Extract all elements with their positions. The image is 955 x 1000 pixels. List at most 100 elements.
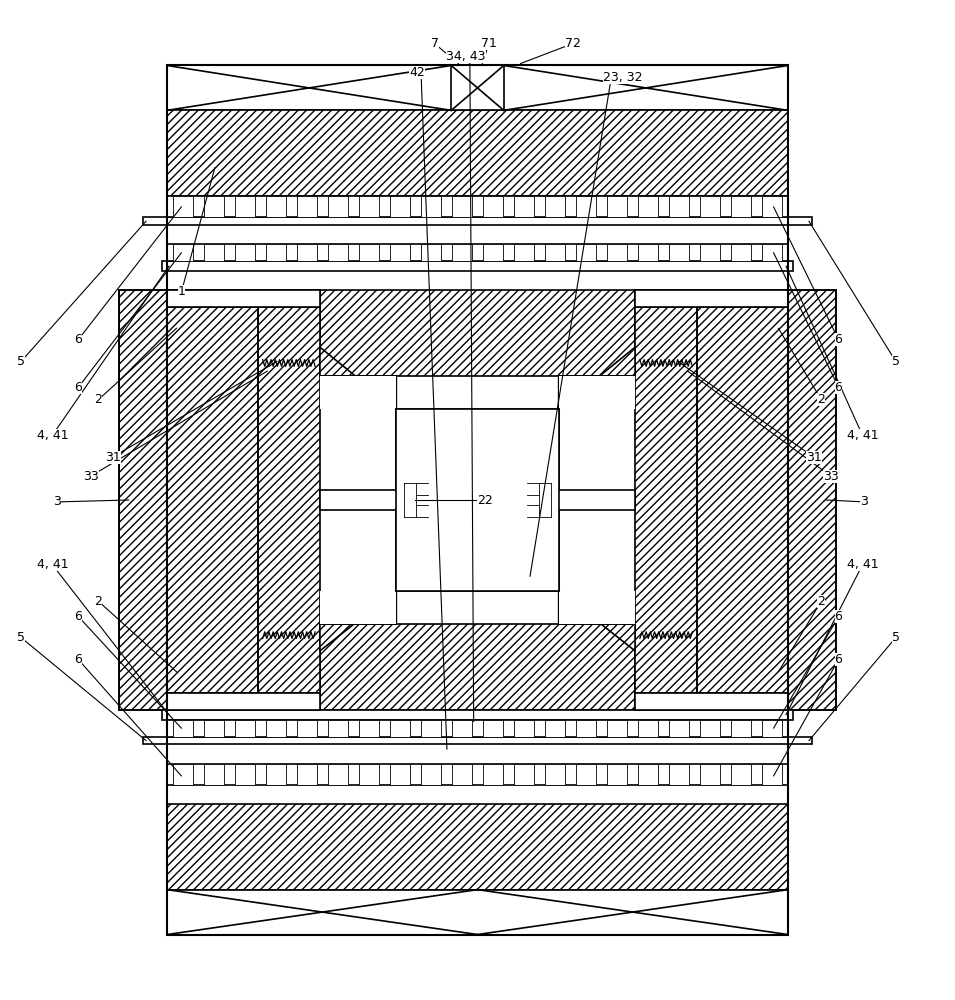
Bar [320, 290, 635, 376]
Bar [235, 764, 255, 785]
Bar [203, 244, 223, 261]
Bar [514, 720, 534, 737]
Bar [732, 720, 752, 737]
Text: 1: 1 [178, 285, 185, 298]
Bar [359, 720, 379, 737]
Bar [700, 720, 720, 737]
Bar [167, 244, 788, 261]
Bar [328, 244, 348, 261]
Text: 2: 2 [817, 393, 825, 406]
Bar [421, 720, 441, 737]
Text: 6: 6 [74, 381, 82, 394]
Text: 5: 5 [17, 355, 25, 368]
Bar [320, 591, 396, 624]
Bar [452, 720, 472, 737]
Bar [732, 244, 752, 261]
Bar [483, 764, 503, 785]
Text: 4, 41: 4, 41 [36, 558, 69, 571]
Text: 4, 41: 4, 41 [846, 429, 879, 442]
Bar [143, 737, 812, 744]
Text: 5: 5 [892, 355, 900, 368]
Bar [297, 720, 317, 737]
Bar [607, 244, 627, 261]
Bar [390, 720, 410, 737]
Bar [167, 720, 788, 737]
Bar [697, 290, 836, 710]
Bar [173, 764, 193, 785]
Bar [700, 764, 720, 785]
Bar [700, 244, 720, 261]
Bar [265, 244, 286, 261]
Text: 6: 6 [74, 653, 82, 666]
Bar [669, 720, 690, 737]
Bar [173, 720, 193, 737]
Bar [320, 591, 396, 624]
Text: 5: 5 [17, 631, 25, 644]
Text: 42: 42 [410, 66, 425, 79]
Text: 4, 41: 4, 41 [36, 429, 69, 442]
Bar [396, 409, 559, 591]
Bar [576, 720, 596, 737]
Text: 6: 6 [835, 333, 842, 346]
Bar [297, 764, 317, 785]
Polygon shape [320, 347, 396, 409]
Bar [559, 591, 635, 624]
Bar [265, 196, 286, 217]
Bar [320, 624, 635, 710]
Text: 72: 72 [565, 37, 581, 50]
Bar [545, 196, 565, 217]
Bar [167, 890, 788, 935]
Bar [162, 710, 793, 720]
Text: 71: 71 [481, 37, 497, 50]
Bar [559, 376, 635, 409]
Bar [483, 720, 503, 737]
Bar [452, 244, 472, 261]
Text: 23, 32: 23, 32 [603, 71, 643, 84]
Bar [328, 764, 348, 785]
Text: 2: 2 [95, 393, 102, 406]
Bar [320, 490, 635, 510]
Bar [576, 196, 596, 217]
Bar [265, 764, 286, 785]
Bar [203, 764, 223, 785]
Bar [258, 290, 320, 710]
Bar [669, 196, 690, 217]
Bar [545, 764, 565, 785]
Text: 3: 3 [53, 495, 61, 508]
Bar [328, 196, 348, 217]
Text: 6: 6 [74, 333, 82, 346]
Bar [545, 720, 565, 737]
Bar [396, 409, 559, 591]
Text: 31: 31 [806, 451, 821, 464]
Bar [167, 764, 788, 785]
Text: 22: 22 [478, 494, 493, 507]
Bar [514, 244, 534, 261]
Bar [167, 290, 320, 307]
Bar [638, 764, 658, 785]
Bar [421, 244, 441, 261]
Polygon shape [119, 290, 320, 710]
Bar [452, 764, 472, 785]
Bar [762, 720, 782, 737]
Bar [607, 764, 627, 785]
Bar [203, 196, 223, 217]
Bar [635, 290, 788, 307]
Bar [119, 290, 258, 710]
Bar [638, 196, 658, 217]
Bar [167, 804, 788, 890]
Bar [167, 290, 320, 307]
Text: 4, 41: 4, 41 [846, 558, 879, 571]
Bar [514, 196, 534, 217]
Text: 7: 7 [431, 37, 438, 50]
Bar [576, 244, 596, 261]
Bar [167, 110, 788, 196]
Bar [421, 196, 441, 217]
Bar [638, 720, 658, 737]
Bar [320, 376, 396, 409]
Text: 33: 33 [83, 470, 98, 483]
Text: 2: 2 [95, 595, 102, 608]
Bar [265, 720, 286, 737]
Bar [638, 244, 658, 261]
Bar [732, 196, 752, 217]
Bar [173, 196, 193, 217]
